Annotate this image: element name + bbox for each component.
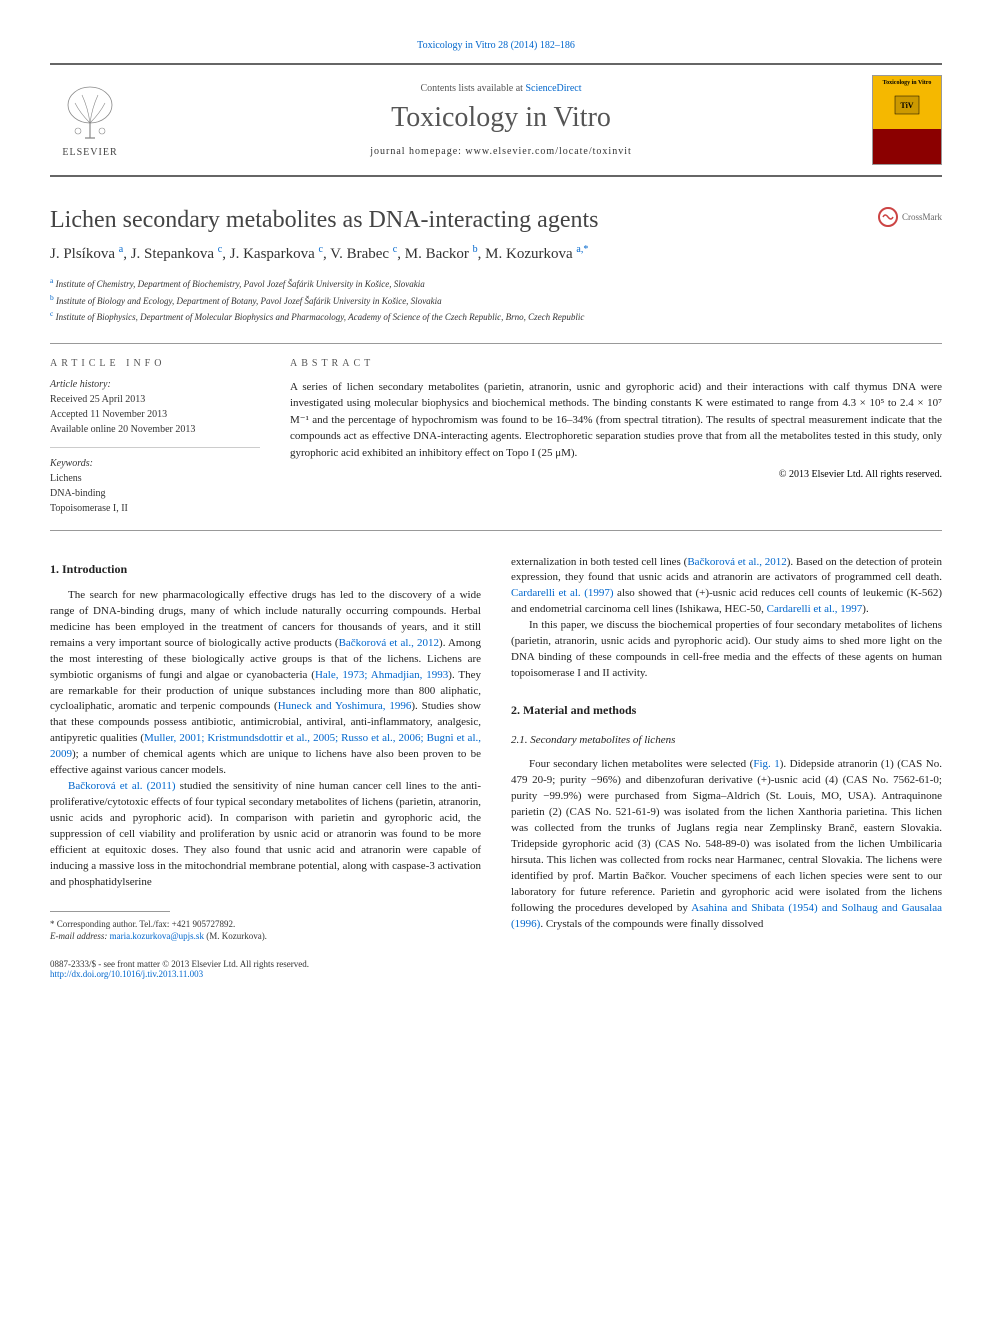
journal-name: Toxicology in Vitro xyxy=(130,102,872,134)
ref-hale-ahmadjian[interactable]: Hale, 1973; Ahmadjian, 1993 xyxy=(315,669,448,681)
page-footer: 0887-2333/$ - see front matter © 2013 El… xyxy=(50,959,942,979)
crossmark-icon xyxy=(878,207,898,227)
journal-reference: Toxicology in Vitro 28 (2014) 182–186 xyxy=(50,40,942,51)
methods-p1c: . Crystals of the compounds were finally… xyxy=(540,918,763,930)
email-link[interactable]: maria.kozurkova@upjs.sk xyxy=(110,931,204,941)
elsevier-logo: ELSEVIER xyxy=(50,75,130,165)
journal-header: ELSEVIER Contents lists available at Sci… xyxy=(50,63,942,177)
cover-title: Toxicology in Vitro xyxy=(883,80,932,86)
elsevier-tree-icon xyxy=(60,83,120,143)
ref-fig1[interactable]: Fig. 1 xyxy=(753,758,779,770)
cover-graphic-icon: TiV xyxy=(887,92,927,122)
authors: J. Plsíkova a, J. Stepankova c, J. Kaspa… xyxy=(50,244,942,263)
email-label: E-mail address: xyxy=(50,931,110,941)
col2-p1d: ). xyxy=(862,603,868,615)
header-center: Contents lists available at ScienceDirec… xyxy=(130,83,872,157)
ref-cardarelli[interactable]: Cardarelli et al. (1997) xyxy=(511,587,614,599)
history-accepted: Accepted 11 November 2013 xyxy=(50,407,260,422)
right-column: externalization in both tested cell line… xyxy=(511,555,942,943)
crossmark-label: CrossMark xyxy=(902,212,942,222)
ref-huneck[interactable]: Huneck and Yoshimura, 1996 xyxy=(278,700,412,712)
ref-backorova-2011[interactable]: Bačkorová et al. (2011) xyxy=(68,780,176,792)
history-online: Available online 20 November 2013 xyxy=(50,422,260,437)
abstract-column: ABSTRACT A series of lichen secondary me… xyxy=(290,358,942,516)
methods-p1b: ). Didepside atranorin (1) (CAS No. 479 … xyxy=(511,758,942,913)
intro-heading: 1. Introduction xyxy=(50,561,481,578)
methods-heading: 2. Material and methods xyxy=(511,702,942,719)
email-footnote: E-mail address: maria.kozurkova@upjs.sk … xyxy=(50,930,481,943)
ref-cardarelli-b[interactable]: Cardarelli et al., 1997 xyxy=(767,603,863,615)
ref-backorova-2012[interactable]: Bačkorová et al., 2012 xyxy=(339,637,439,649)
article-title: Lichen secondary metabolites as DNA-inte… xyxy=(50,207,598,234)
left-column: 1. Introduction The search for new pharm… xyxy=(50,555,481,943)
col2-p2: In this paper, we discuss the biochemica… xyxy=(511,619,942,679)
cover-bottom xyxy=(873,129,941,164)
keyword-3: Topoisomerase I, II xyxy=(50,501,260,516)
intro-p1e: ); a number of chemical agents which are… xyxy=(50,748,481,776)
article-info: ARTICLE INFO Article history: Received 2… xyxy=(50,358,260,516)
affiliations: a Institute of Chemistry, Department of … xyxy=(50,275,942,325)
keywords-label: Keywords: xyxy=(50,458,260,469)
abstract-heading: ABSTRACT xyxy=(290,358,942,369)
intro-p2: studied the sensitivity of nine human ca… xyxy=(50,780,481,888)
methods-p1a: Four secondary lichen metabolites were s… xyxy=(529,758,753,770)
history-received: Received 25 April 2013 xyxy=(50,392,260,407)
subsection-heading: 2.1. Secondary metabolites of lichens xyxy=(511,733,942,749)
contents-line: Contents lists available at ScienceDirec… xyxy=(130,83,872,94)
corresponding-footnote: * Corresponding author. Tel./fax: +421 9… xyxy=(50,918,481,931)
email-name: (M. Kozurkova). xyxy=(204,931,267,941)
svg-text:TiV: TiV xyxy=(900,101,913,110)
issn-line: 0887-2333/$ - see front matter © 2013 El… xyxy=(50,959,942,969)
info-heading: ARTICLE INFO xyxy=(50,358,260,369)
keyword-1: Lichens xyxy=(50,471,260,486)
ref-backorova-2012b[interactable]: Bačkorová et al., 2012 xyxy=(687,556,786,568)
sciencedirect-link[interactable]: ScienceDirect xyxy=(525,83,581,94)
col2-p1a: externalization in both tested cell line… xyxy=(511,556,687,568)
journal-homepage: journal homepage: www.elsevier.com/locat… xyxy=(130,146,872,157)
history-label: Article history: xyxy=(50,379,260,390)
crossmark-badge[interactable]: CrossMark xyxy=(878,207,942,227)
doi-link[interactable]: http://dx.doi.org/10.1016/j.tiv.2013.11.… xyxy=(50,969,942,979)
abstract-text: A series of lichen secondary metabolites… xyxy=(290,379,942,462)
keyword-2: DNA-binding xyxy=(50,486,260,501)
contents-prefix: Contents lists available at xyxy=(420,83,525,94)
abstract-copyright: © 2013 Elsevier Ltd. All rights reserved… xyxy=(290,469,942,480)
elsevier-label: ELSEVIER xyxy=(62,147,117,158)
journal-cover-thumb: Toxicology in Vitro TiV xyxy=(872,75,942,165)
